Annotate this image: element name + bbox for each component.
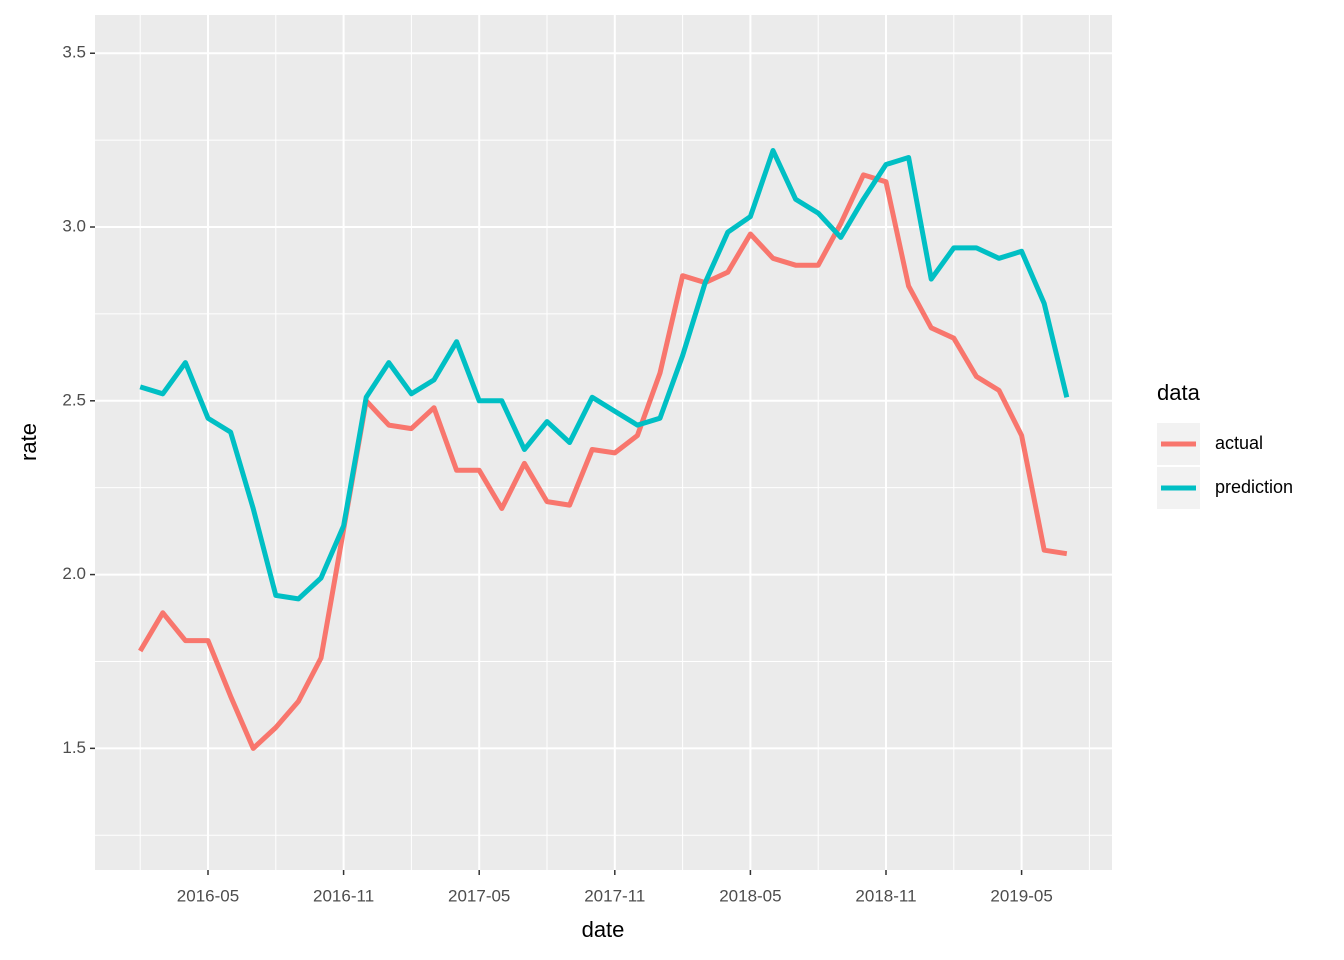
legend-label: prediction xyxy=(1215,477,1293,497)
series-line xyxy=(138,172,1068,751)
x-tick-label: 2016-05 xyxy=(177,886,239,905)
x-tick-label: 2018-05 xyxy=(719,886,781,905)
lines xyxy=(138,148,1070,751)
x-tick-label: 2017-11 xyxy=(584,886,645,905)
y-tick-label: 3.0 xyxy=(62,216,86,235)
y-tick-label: 2.5 xyxy=(62,390,86,409)
y-axis-title: rate xyxy=(16,423,41,461)
legend: actual prediction xyxy=(1157,423,1293,509)
y-tick-label: 3.5 xyxy=(62,43,86,62)
series-line xyxy=(139,148,1070,602)
x-tick-label: 2019-05 xyxy=(990,886,1052,905)
x-tick-label: 2018-11 xyxy=(855,886,916,905)
legend-title: data xyxy=(1157,380,1201,405)
y-tick-label: 2.0 xyxy=(62,564,86,583)
legend-label: actual xyxy=(1215,433,1263,453)
x-tick-label: 2017-05 xyxy=(448,886,510,905)
x-axis-title: date xyxy=(582,917,625,942)
y-tick-label: 1.5 xyxy=(62,738,86,757)
x-tick-label: 2016-11 xyxy=(313,886,374,905)
panel xyxy=(95,15,1112,870)
